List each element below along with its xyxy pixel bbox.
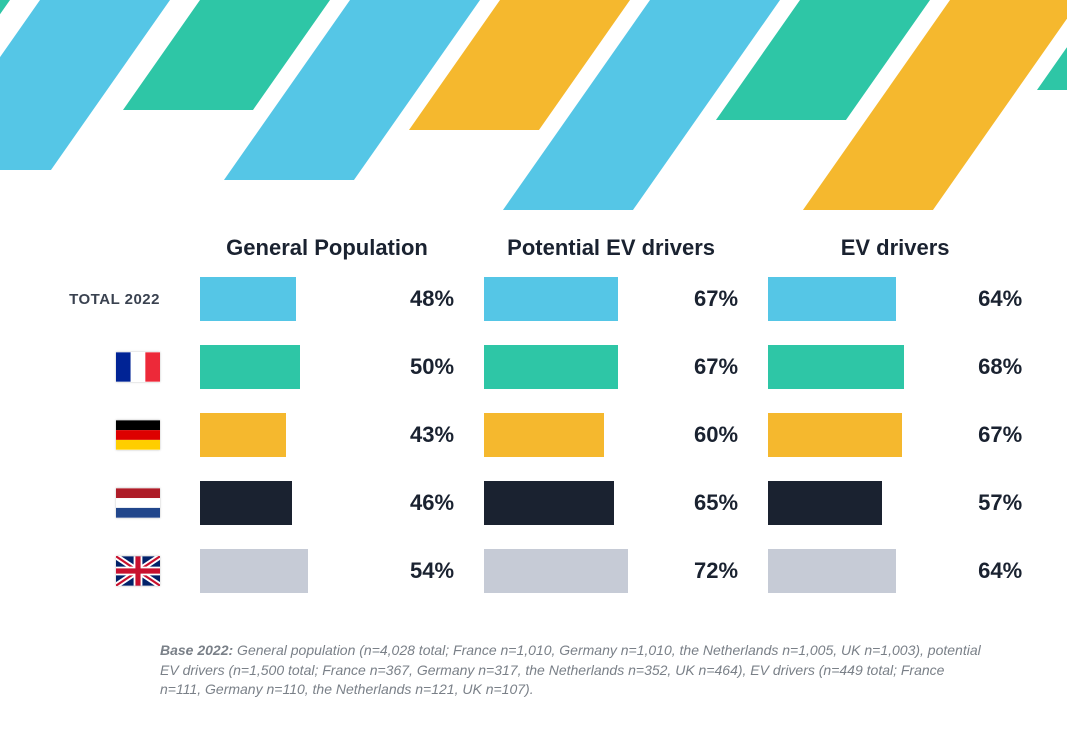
bar-value: 46%: [410, 490, 454, 516]
bar-cell: 46%: [200, 477, 454, 529]
row-flag: [40, 488, 170, 518]
bar-cell: 54%: [200, 545, 454, 597]
bar-fill: [484, 413, 604, 457]
bar-track: [484, 481, 684, 525]
bar-fill: [484, 549, 628, 593]
bar-value: 54%: [410, 558, 454, 584]
bar-cell: 60%: [484, 409, 738, 461]
bar-track: [484, 277, 684, 321]
bar-cell: 67%: [484, 341, 738, 393]
bar-track: [200, 277, 400, 321]
flag-netherlands-icon: [116, 488, 160, 518]
bar-track: [768, 413, 968, 457]
bar-track: [768, 549, 968, 593]
row-label: TOTAL 2022: [40, 291, 170, 308]
bar-value: 65%: [694, 490, 738, 516]
bar-fill: [768, 413, 902, 457]
bar-fill: [200, 481, 292, 525]
diagonal-stripe: [0, 0, 1067, 210]
row-flag: [40, 556, 170, 586]
bar-value: 60%: [694, 422, 738, 448]
bar-fill: [484, 481, 614, 525]
bar-value: 43%: [410, 422, 454, 448]
bar-track: [200, 481, 400, 525]
bar-fill: [484, 345, 618, 389]
bar-fill: [768, 345, 904, 389]
flag-france-icon: [116, 352, 160, 382]
row-flag: [40, 420, 170, 450]
column-header: EV drivers: [768, 235, 1022, 273]
footnote-text: General population (n=4,028 total; Franc…: [160, 642, 981, 697]
bar-fill: [768, 481, 882, 525]
bar-cell: 67%: [768, 409, 1022, 461]
bar-cell: 43%: [200, 409, 454, 461]
bar-value: 67%: [978, 422, 1022, 448]
bar-fill: [484, 277, 618, 321]
bar-fill: [200, 277, 296, 321]
bar-value: 67%: [694, 354, 738, 380]
bar-track: [768, 481, 968, 525]
flag-uk-icon: [116, 556, 160, 586]
bar-track: [484, 345, 684, 389]
bar-value: 48%: [410, 286, 454, 312]
bar-track: [768, 345, 968, 389]
footnote: Base 2022: General population (n=4,028 t…: [160, 641, 987, 700]
bar-value: 50%: [410, 354, 454, 380]
bar-cell: 64%: [768, 273, 1022, 325]
bar-cell: 67%: [484, 273, 738, 325]
bar-cell: 57%: [768, 477, 1022, 529]
column-header: Potential EV drivers: [484, 235, 738, 273]
bar-value: 64%: [978, 558, 1022, 584]
chart: General Population Potential EV drivers EV…: [0, 235, 1067, 597]
bar-track: [484, 549, 684, 593]
bar-value: 68%: [978, 354, 1022, 380]
bar-track: [768, 277, 968, 321]
bar-cell: 72%: [484, 545, 738, 597]
footnote-lead: Base 2022:: [160, 642, 233, 658]
bar-value: 67%: [694, 286, 738, 312]
flag-germany-icon: [116, 420, 160, 450]
bar-value: 72%: [694, 558, 738, 584]
bar-fill: [200, 413, 286, 457]
bar-cell: 65%: [484, 477, 738, 529]
bar-fill: [200, 549, 308, 593]
column-header: General Population: [200, 235, 454, 273]
bar-fill: [768, 549, 896, 593]
bar-value: 57%: [978, 490, 1022, 516]
bar-fill: [768, 277, 896, 321]
header-decoration: [0, 0, 1067, 210]
bar-track: [200, 549, 400, 593]
row-flag: [40, 352, 170, 382]
bar-track: [200, 345, 400, 389]
bar-track: [200, 413, 400, 457]
bar-cell: 50%: [200, 341, 454, 393]
bar-value: 64%: [978, 286, 1022, 312]
bar-track: [484, 413, 684, 457]
bar-cell: 68%: [768, 341, 1022, 393]
bar-cell: 48%: [200, 273, 454, 325]
bar-cell: 64%: [768, 545, 1022, 597]
bar-fill: [200, 345, 300, 389]
